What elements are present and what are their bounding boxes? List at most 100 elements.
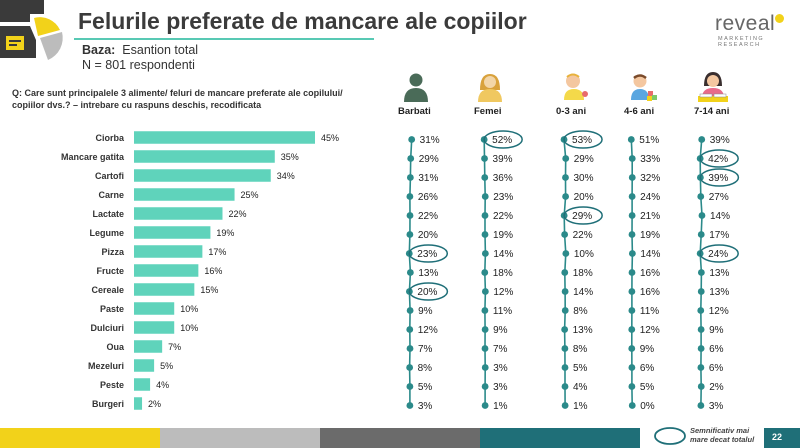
segment-point (481, 345, 489, 352)
segment-point (561, 345, 569, 352)
category-label: Fructe (96, 266, 124, 276)
category-label: Cereale (91, 285, 124, 295)
bar (134, 226, 211, 239)
segment-value-label: 22% (493, 211, 513, 222)
segment-value-label: 20% (417, 287, 437, 298)
segment-value-label: 36% (493, 173, 513, 184)
segment-point (561, 326, 569, 333)
segment-point (628, 250, 636, 257)
category-label: Dulciuri (90, 323, 124, 333)
bar-value-label: 25% (241, 190, 259, 200)
bar-value-label: 5% (160, 361, 173, 371)
logo-subtitle: MARKETING RESEARCH (718, 36, 764, 48)
bar (134, 283, 195, 296)
segment-value-label: 10% (574, 249, 594, 260)
bar (134, 207, 223, 220)
segment-point (481, 269, 489, 276)
segment-point (628, 326, 636, 333)
category-label: Burgeri (92, 399, 124, 409)
segment-value-label: 3% (418, 401, 433, 412)
significance-marker (699, 244, 739, 263)
base-label: Baza: (82, 43, 116, 57)
logo-word: reveal (715, 12, 776, 35)
segment-value-label: 11% (493, 306, 512, 317)
bar-value-label: 19% (216, 228, 234, 238)
col-header-0-3-ani: 0-3 ani (556, 106, 587, 117)
segment-point (628, 174, 636, 181)
segment-point (628, 231, 636, 238)
segment-value-label: 33% (640, 154, 660, 165)
segment-point (481, 383, 489, 390)
segment-point (407, 155, 415, 162)
base-n: N = 801 respondenti (82, 58, 195, 72)
bar-value-label: 4% (156, 380, 169, 390)
segment-point (561, 402, 569, 409)
segment-point (406, 231, 414, 238)
legend-line-2: mare decat totalul (690, 435, 755, 444)
segment-value-label: 9% (640, 344, 655, 355)
segment-point (698, 136, 706, 143)
bar (134, 188, 235, 201)
category-label: Cartofi (95, 171, 124, 181)
footer-bar-teal (480, 428, 640, 448)
segment-point (481, 231, 489, 238)
segment-point (697, 288, 705, 295)
segment-point (481, 193, 489, 200)
footer-bar-dark (320, 428, 480, 448)
bar (134, 397, 143, 410)
segment-value-label: 14% (640, 249, 660, 260)
segment-value-label: 30% (573, 173, 593, 184)
footer-bar-yellow (0, 428, 160, 448)
segment-point (481, 402, 489, 409)
segment-value-label: 32% (640, 173, 660, 184)
survey-question: Q: Care sunt principalele 3 alimente/ fe… (12, 88, 343, 110)
segment-value-label: 29% (419, 154, 439, 165)
segment-point (562, 250, 570, 257)
segment-value-label: 0% (640, 401, 655, 412)
bar (134, 340, 163, 353)
significance-marker (699, 149, 739, 168)
segment-value-label: 20% (418, 230, 438, 241)
category-label: Pizza (101, 247, 125, 257)
segment-value-label: 53% (572, 135, 592, 146)
segment-point (406, 307, 414, 314)
segment-value-label: 29% (574, 154, 594, 165)
segment-point (481, 326, 489, 333)
footer-bar-end (764, 428, 800, 448)
legend-line-1: Semnificativ mai (690, 426, 750, 435)
bar-value-label: 16% (204, 266, 222, 276)
segment-value-label: 6% (709, 363, 724, 374)
segment-point (697, 307, 705, 314)
segment-point (408, 136, 416, 143)
segment-point (406, 193, 414, 200)
bar-value-label: 35% (281, 152, 299, 162)
schoolchild-icon (698, 72, 728, 102)
category-label: Mancare gatita (61, 152, 125, 162)
segment-value-label: 12% (493, 287, 513, 298)
segment-point (561, 364, 569, 371)
segment-value-label: 23% (417, 249, 437, 260)
segment-value-label: 14% (493, 249, 513, 260)
segment-value-label: 42% (708, 154, 728, 165)
segment-value-label: 23% (493, 192, 513, 203)
segment-value-label: 26% (418, 192, 438, 203)
brand-logo: reveal MARKETING RESEARCH (715, 12, 791, 48)
col-header-femei: Femei (474, 106, 502, 117)
page-number: 22 (772, 432, 783, 442)
segment-value-label: 13% (709, 287, 729, 298)
segment-value-label: 2% (709, 382, 724, 393)
segment-value-label: 4% (573, 382, 588, 393)
footer-bar-light (160, 428, 320, 448)
segment-point (406, 364, 414, 371)
segment-value-label: 8% (573, 344, 588, 355)
segment-value-label: 7% (493, 344, 508, 355)
segment-value-label: 6% (640, 363, 655, 374)
segment-point (406, 345, 414, 352)
segment-point (697, 231, 705, 238)
segment-value-label: 14% (573, 287, 593, 298)
segment-value-label: 39% (493, 154, 513, 165)
bar-value-label: 10% (180, 323, 198, 333)
segment-value-label: 19% (640, 230, 660, 241)
segment-point (481, 212, 489, 219)
man-icon (404, 73, 428, 102)
